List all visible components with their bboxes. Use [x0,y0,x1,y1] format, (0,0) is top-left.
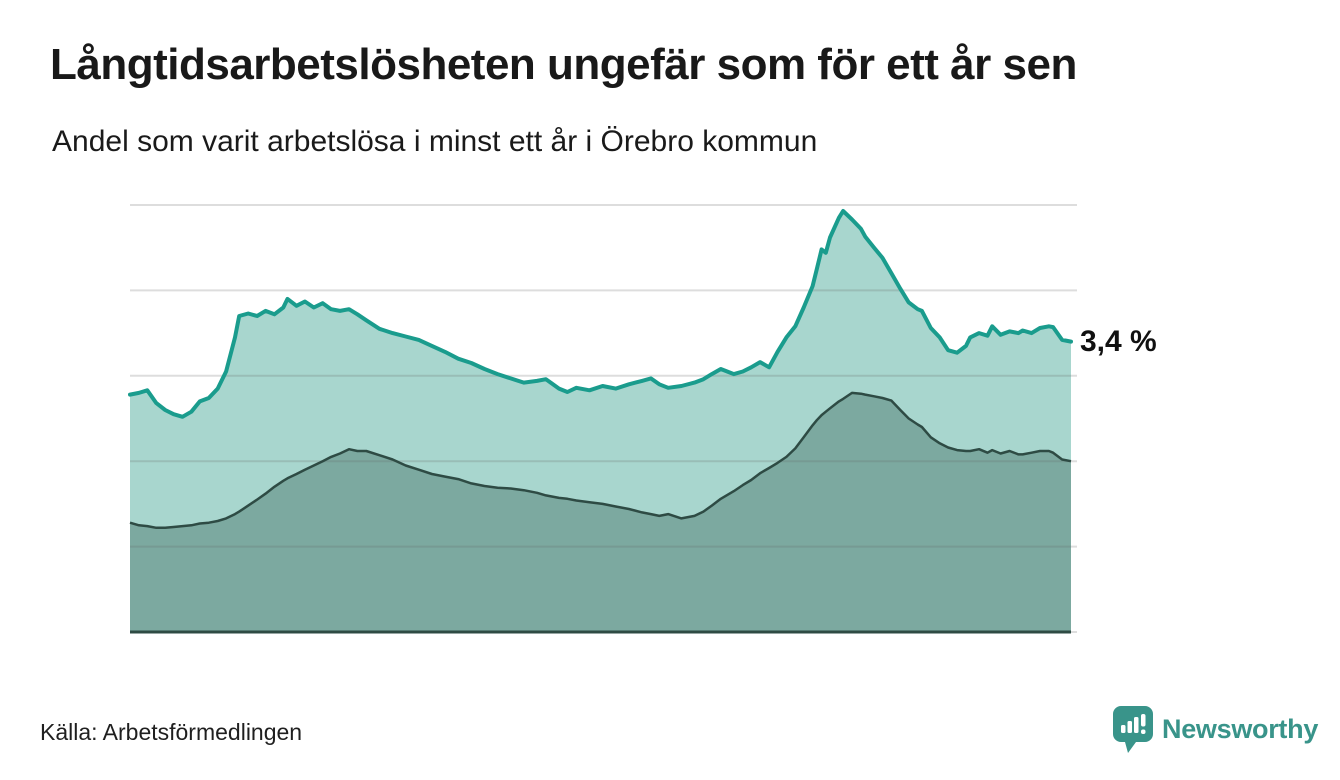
chart-title: Långtidsarbetslösheten ungefär som för e… [50,40,1077,89]
line-one-year [128,209,1073,419]
chart-subtitle: Andel som varit arbetslösa i minst ett å… [52,125,818,158]
newsworthy-icon [1113,706,1153,753]
newsworthy-logo: Newsworthy [1113,706,1318,753]
line-two-year [129,391,1072,530]
source-note: Källa: Arbetsförmedlingen [40,719,303,745]
newsworthy-wordmark: Newsworthy [1162,714,1319,744]
latest-value-label: 3,4 % [1080,325,1157,358]
area-fill-two-year [130,392,1071,632]
